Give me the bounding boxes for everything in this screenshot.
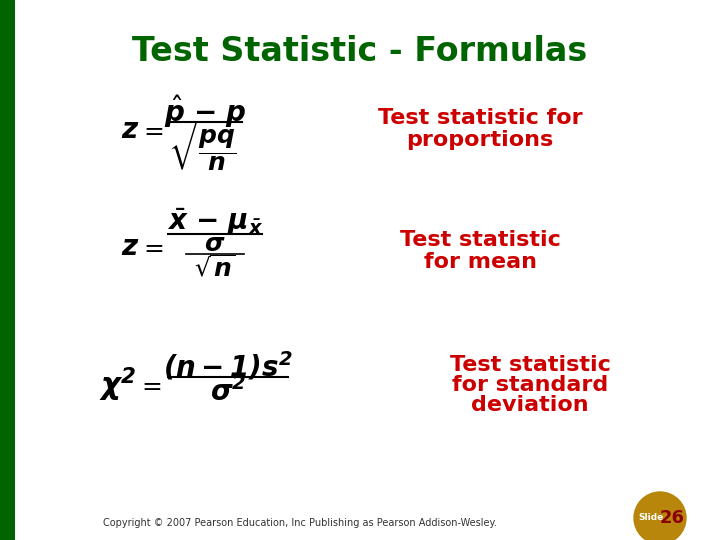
Text: $\bfit{\sigma}$: $\bfit{\sigma}$	[204, 232, 226, 256]
Text: Test Statistic - Formulas: Test Statistic - Formulas	[132, 35, 588, 68]
Bar	[0, 0, 15, 540]
Text: $\sqrt{\dfrac{\bfit{pq}}{\bfit{n}}}$: $\sqrt{\dfrac{\bfit{pq}}{\bfit{n}}}$	[168, 119, 242, 173]
Text: Copyright © 2007 Pearson Education, Inc Publishing as Pearson Addison-Wesley.: Copyright © 2007 Pearson Education, Inc …	[103, 518, 497, 528]
Text: $=$: $=$	[140, 118, 165, 142]
Text: $\bar{\bfit{x}}\ \bfit{-}\ \bfit{\mu}_{\bar{\bfit{x}}}$: $\bar{\bfit{x}}\ \bfit{-}\ \bfit{\mu}_{\…	[167, 206, 263, 238]
Text: $\bfit{z}$: $\bfit{z}$	[121, 116, 139, 144]
Circle shape	[634, 492, 686, 540]
Text: Slide: Slide	[639, 514, 664, 523]
Text: Test statistic for: Test statistic for	[378, 108, 582, 128]
Text: $\hat{\bfit{p}}\ \bfit{-}\ \bfit{p}$: $\hat{\bfit{p}}\ \bfit{-}\ \bfit{p}$	[164, 93, 246, 131]
Text: $\sqrt{\bfit{n}}$: $\sqrt{\bfit{n}}$	[194, 255, 236, 281]
Text: Test statistic: Test statistic	[449, 355, 611, 375]
Text: proportions: proportions	[406, 130, 554, 150]
Text: for standard: for standard	[452, 375, 608, 395]
Text: for mean: for mean	[423, 252, 536, 272]
Text: $\bfit{\sigma}^{\bfit{2}}$: $\bfit{\sigma}^{\bfit{2}}$	[210, 377, 246, 407]
Text: $=$: $=$	[140, 235, 165, 259]
Text: $\bfit{(n-1)s^2}$: $\bfit{(n-1)s^2}$	[163, 349, 293, 382]
Text: Test statistic: Test statistic	[400, 230, 560, 250]
Text: $\bfit{z}$: $\bfit{z}$	[121, 233, 139, 261]
Text: $=$: $=$	[138, 373, 163, 397]
Text: 26: 26	[660, 509, 685, 527]
Text: deviation: deviation	[471, 395, 589, 415]
Text: $\bfit{\chi}^{\bfit{2}}$: $\bfit{\chi}^{\bfit{2}}$	[99, 366, 137, 404]
